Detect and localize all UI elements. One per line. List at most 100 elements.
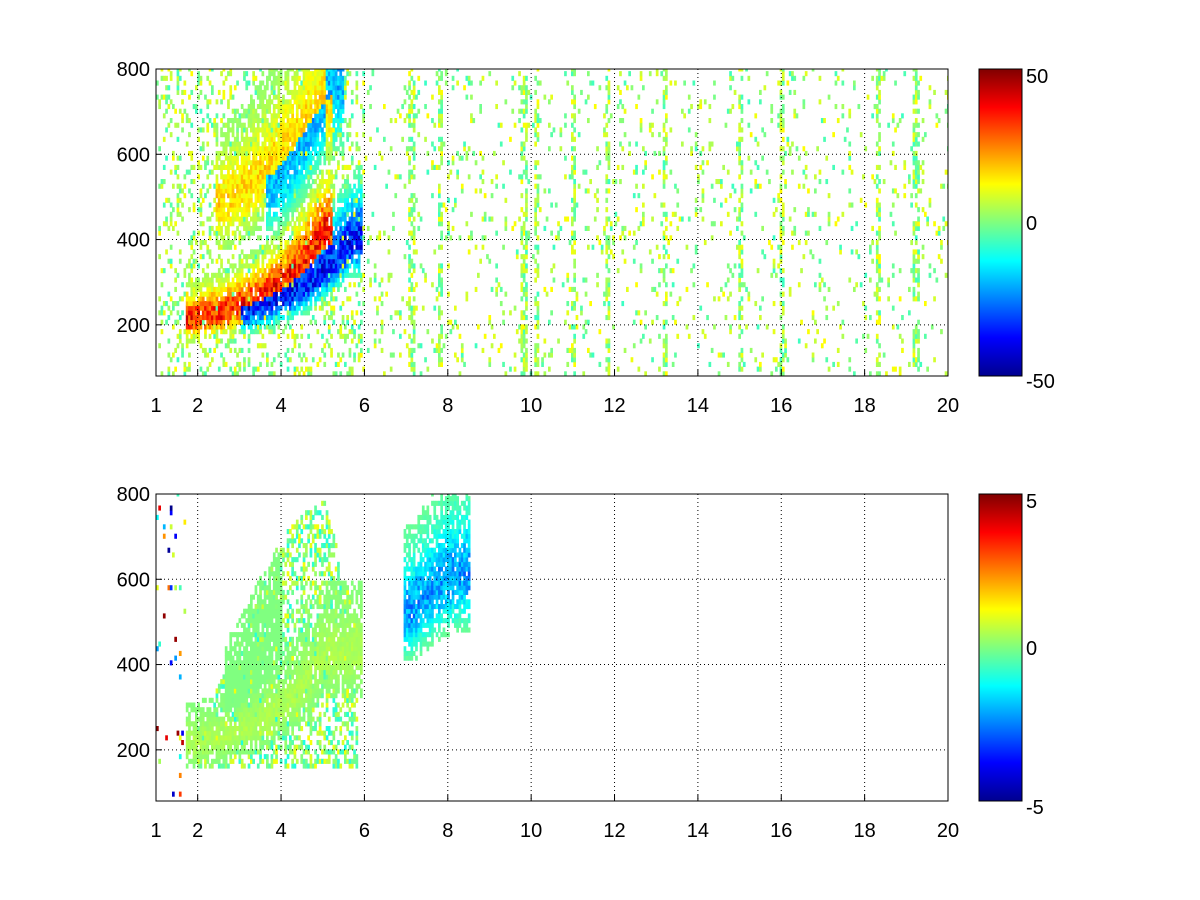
heatmap-cell (289, 118, 292, 124)
heatmap-cell (607, 305, 611, 311)
heatmap-cell (355, 132, 359, 138)
heatmap-cell (256, 104, 260, 110)
heatmap-cell (729, 71, 732, 77)
heatmap-cell (332, 277, 336, 283)
heatmap-cell (181, 202, 184, 208)
heatmap-cell (337, 75, 340, 81)
heatmap-cell (332, 296, 336, 302)
heatmap-cell (348, 366, 352, 372)
heatmap-cell (763, 254, 767, 260)
heatmap-cell (252, 207, 255, 213)
heatmap-cell (399, 333, 402, 339)
heatmap-cell (206, 301, 210, 307)
heatmap-cell (841, 169, 845, 175)
heatmap-cell (199, 89, 203, 95)
heatmap-cell (341, 155, 345, 161)
heatmap-cell (254, 263, 258, 269)
heatmap-cell (816, 146, 819, 152)
heatmap-cell (309, 150, 313, 156)
heatmap-cell (307, 221, 310, 227)
heatmap-cell (525, 202, 528, 208)
heatmap-cell (536, 132, 540, 138)
heatmap-cell (282, 230, 285, 236)
heatmap-cell (178, 75, 182, 81)
heatmap-cell (245, 160, 249, 166)
heatmap-cell (270, 85, 274, 91)
heatmap-cell (222, 179, 226, 185)
heatmap-cell (534, 244, 537, 250)
heatmap-cell (337, 211, 340, 217)
heatmap-cell (878, 343, 881, 349)
heatmap-cell (295, 268, 299, 274)
heatmap-cell (256, 343, 260, 349)
heatmap-cell (605, 291, 609, 297)
heatmap-cell (348, 207, 352, 213)
heatmap-cell (305, 301, 308, 307)
heatmap-cell (451, 324, 455, 330)
heatmap-cell (332, 94, 336, 100)
heatmap-cell (314, 272, 317, 278)
heatmap-cell (360, 347, 363, 353)
heatmap-cell (165, 155, 168, 161)
heatmap-cell (814, 174, 817, 180)
heatmap-cell (483, 193, 487, 199)
heatmap-cell (536, 113, 540, 119)
heatmap-cell (332, 258, 336, 264)
heatmap-cell (277, 352, 281, 358)
heatmap-cell (227, 235, 230, 241)
heatmap-cell (158, 225, 161, 231)
heatmap-cell (188, 310, 191, 316)
heatmap-cell (217, 211, 221, 217)
heatmap-cell (289, 301, 292, 307)
heatmap-cell (337, 286, 340, 292)
heatmap-cell (373, 272, 377, 278)
heatmap-cell (596, 282, 599, 288)
heatmap-cell (305, 193, 308, 199)
heatmap-cell (534, 183, 537, 189)
heatmap-cell (408, 207, 411, 213)
heatmap-cell (573, 155, 576, 161)
heatmap-cell (350, 338, 354, 344)
heatmap-cell (272, 150, 276, 156)
heatmap-cell (162, 75, 166, 81)
heatmap-cell (256, 286, 260, 292)
heatmap-cell (637, 94, 641, 100)
heatmap-cell (305, 132, 308, 138)
heatmap-cell (674, 319, 677, 325)
heatmap-cell (357, 225, 361, 231)
heatmap-cell (236, 277, 239, 283)
heatmap-cell (279, 296, 283, 302)
heatmap-cell (357, 160, 361, 166)
heatmap-cell (674, 183, 677, 189)
heatmap-cell (321, 193, 324, 199)
heatmap-cell (405, 89, 409, 95)
heatmap-cell (277, 164, 281, 170)
heatmap-cell (185, 282, 189, 288)
heatmap-cell (566, 277, 570, 283)
heatmap-cell (266, 263, 269, 269)
heatmap-cell (325, 277, 329, 283)
heatmap-cell (217, 155, 221, 161)
heatmap-cell (662, 357, 666, 363)
heatmap-cell (252, 80, 255, 86)
heatmap-cell (245, 155, 249, 161)
heatmap-cell (623, 347, 627, 353)
heatmap-cell (270, 329, 274, 335)
heatmap-cell (467, 249, 471, 255)
heatmap-cell (353, 211, 356, 217)
heatmap-cell (220, 211, 223, 217)
heatmap-cell (318, 108, 322, 114)
heatmap-cell (571, 301, 574, 307)
heatmap-cell (584, 225, 588, 231)
heatmap-cell (332, 202, 336, 208)
heatmap-cell (534, 216, 537, 222)
heatmap-cell (270, 99, 274, 105)
heatmap-cell (289, 99, 292, 105)
heatmap-cell (233, 118, 237, 124)
heatmap-cell (243, 235, 246, 241)
heatmap-cell (323, 225, 327, 231)
heatmap-cell (250, 291, 253, 297)
heatmap-cell (298, 89, 301, 95)
heatmap-cell (233, 169, 237, 175)
heatmap-cell (344, 240, 347, 246)
